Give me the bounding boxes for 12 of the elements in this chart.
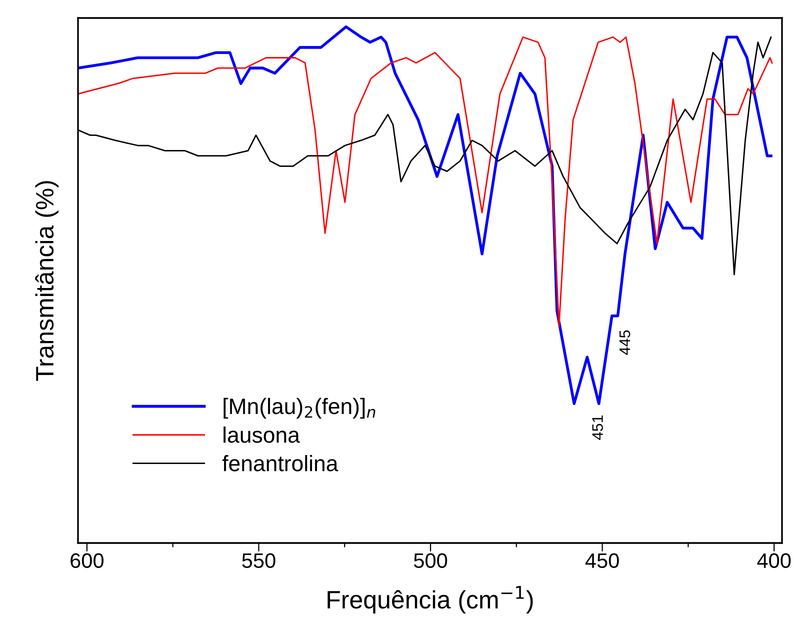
x-tick-label: 600 <box>70 553 104 568</box>
annotation: 445 <box>620 330 630 355</box>
x-axis-title: Frequência (cm$^{−1}$) <box>328 586 533 614</box>
legend-label: [Mn(lau)$_{2}$(fen)]$_{n}$ <box>224 398 376 419</box>
x-tick-label: 400 <box>757 553 791 568</box>
legend-label: fenantrolina <box>222 455 338 472</box>
x-tick-label: 450 <box>585 553 619 568</box>
x-tick-label: 500 <box>414 553 448 568</box>
annotation: 451 <box>592 415 603 440</box>
x-tick-label: 550 <box>242 553 276 568</box>
legend-label: lausona <box>224 426 300 443</box>
y-axis-title: Transmitância (%) <box>35 181 59 381</box>
